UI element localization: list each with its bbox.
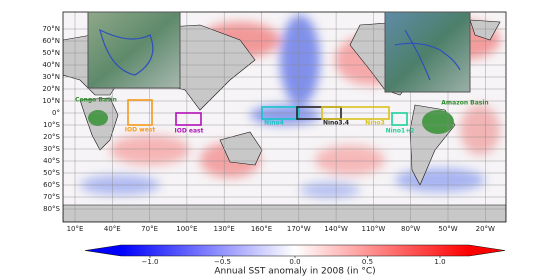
colorbar-tick-label: 1.0: [434, 258, 445, 266]
colorbar-label: Annual SST anomaly in 2008 (in °C): [214, 267, 375, 277]
lat-label: 30°S: [43, 145, 60, 153]
lat-label: 0°: [52, 109, 60, 117]
colorbar-tick-label: −1.0: [142, 258, 159, 266]
lon-label: 140°W: [324, 225, 348, 233]
region-box: [321, 106, 390, 120]
lon-label: 170°W: [287, 225, 311, 233]
lon-label: 100°E: [176, 225, 197, 233]
colorbar-fill: [121, 245, 469, 256]
lon-label: 160°E: [251, 225, 272, 233]
lat-label: 60°N: [42, 37, 60, 45]
lat-label: 50°N: [42, 49, 60, 57]
colorbar-high-extend: [469, 245, 505, 256]
colorbar-low-extend: [85, 245, 121, 256]
region-label: Nino1+2: [386, 128, 415, 135]
lon-label: 20°W: [476, 225, 495, 233]
region-label: Nino3: [365, 120, 385, 127]
lat-label: 10°N: [42, 97, 60, 105]
lat-label: 40°N: [42, 61, 60, 69]
map-frame: [62, 11, 507, 223]
region-box: [127, 99, 153, 126]
region-box: [261, 106, 300, 120]
lat-label: 80°S: [43, 205, 60, 213]
lon-label: 110°W: [362, 225, 386, 233]
amazon-area: [422, 110, 454, 134]
lat-label: 60°S: [43, 181, 60, 189]
amazon-inset: [384, 11, 471, 93]
colorbar-outline: [84, 244, 506, 257]
lon-label: 130°E: [214, 225, 235, 233]
region-box: [391, 112, 408, 126]
regions: Congo Basin IOD west IOD east Nino4 Nino3.4 N…: [75, 97, 489, 135]
lon-label: 50°W: [438, 225, 457, 233]
lat-label: 20°S: [43, 133, 60, 141]
region-label: Congo Basin: [75, 97, 117, 104]
congo-inset: [87, 11, 181, 89]
lon-label: 70°E: [141, 225, 158, 233]
lat-label: 50°S: [43, 169, 60, 177]
region-label: Nino4: [264, 120, 284, 127]
region-label: Amazon Basin: [441, 100, 488, 107]
lon-label: 40°E: [104, 225, 121, 233]
colorbar-tick-label: −0.5: [214, 258, 231, 266]
graticule: [63, 12, 506, 222]
region-label: IOD west: [125, 127, 156, 134]
lat-label: 30°N: [42, 73, 60, 81]
region-label: IOD east: [175, 128, 204, 135]
axis-labels: 70°N 60°N 50°N 40°N 30°N 20°N 10°N 0° 10°S 20°S 30…: [42, 25, 495, 233]
region-label: Nino3.4: [323, 120, 349, 127]
region-box: [175, 112, 202, 126]
congo-rivers: [99, 28, 154, 76]
lon-label: 10°E: [67, 225, 84, 233]
congo-area: [88, 110, 108, 126]
lat-label: 70°S: [43, 193, 60, 201]
lat-label: 70°N: [42, 25, 60, 33]
colorbar-tick-label: 0.0: [289, 258, 300, 266]
lat-label: 10°S: [43, 121, 60, 129]
lat-label: 40°S: [43, 157, 60, 165]
colorbar-tick-label: 0.5: [362, 258, 373, 266]
region-box: [296, 106, 342, 120]
colorbar: −1.0 −0.5 0.0 0.5 1.0 Annual SST anomaly in 2…: [84, 244, 506, 277]
lon-label: 80°W: [401, 225, 420, 233]
amazon-rivers: [394, 29, 461, 81]
lat-label: 20°N: [42, 85, 60, 93]
